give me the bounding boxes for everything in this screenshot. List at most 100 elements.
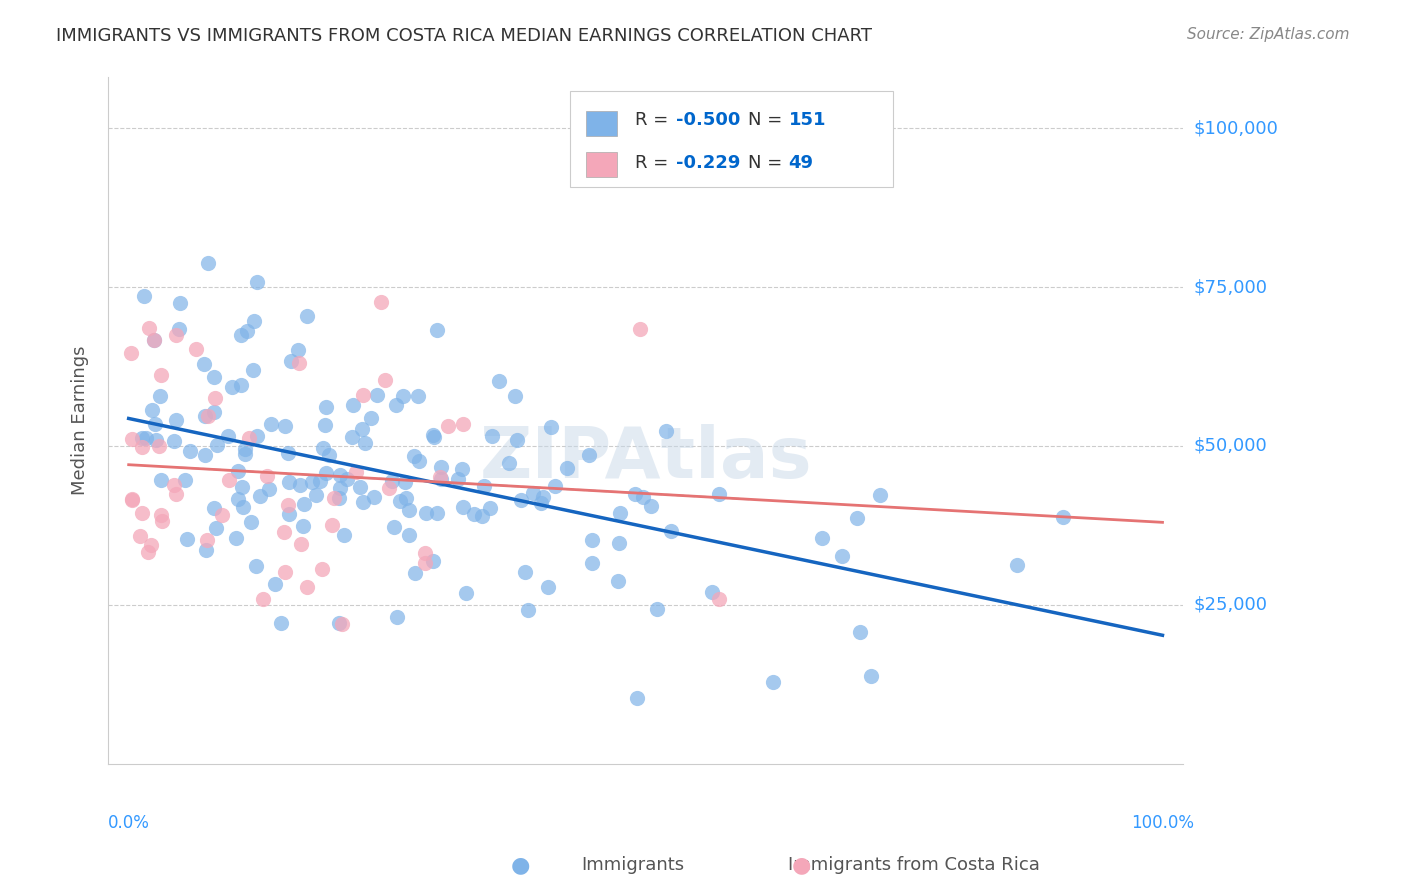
Point [148,439,170,453]
Point [581,533,603,548]
Point [624,486,647,500]
Text: $50,000: $50,000 [1194,437,1267,455]
Point [129,529,152,543]
Point [503,389,526,403]
Point [141,403,163,417]
Point [415,506,437,520]
Point [845,511,868,525]
Point [150,514,173,528]
Point [174,473,197,487]
Point [236,324,259,338]
Point [295,580,318,594]
Text: 49: 49 [789,154,814,172]
Point [323,491,346,505]
Text: N =: N = [748,154,787,172]
Point [134,289,156,303]
Text: $25,000: $25,000 [1194,596,1267,614]
Point [631,490,654,504]
Point [121,491,143,506]
Point [472,479,495,493]
Point [278,475,301,489]
Point [165,412,187,426]
Point [149,508,172,522]
Point [354,436,377,450]
Point [204,391,226,405]
Point [217,429,239,443]
Point [352,422,374,436]
Point [202,370,225,384]
Point [202,405,225,419]
Point [120,346,142,360]
Point [240,515,263,529]
Point [344,465,367,479]
Point [257,482,280,496]
Point [273,524,295,539]
FancyBboxPatch shape [586,111,617,136]
Point [352,495,374,509]
Point [394,475,416,490]
Point [292,497,315,511]
Point [333,528,356,542]
Point [513,565,536,579]
Point [256,469,278,483]
Point [292,518,315,533]
Point [246,275,269,289]
Point [481,429,503,443]
Point [277,498,299,512]
Point [517,602,540,616]
Point [290,537,312,551]
Point [288,478,311,492]
Point [453,500,475,515]
Point [360,411,382,425]
Point [437,419,460,434]
Point [273,566,295,580]
Point [328,615,350,630]
Point [498,456,520,470]
Point [398,527,420,541]
Point [451,462,474,476]
Point [640,499,662,513]
Point [429,470,451,484]
Point [606,574,628,589]
Point [145,417,167,432]
Point [349,480,371,494]
Point [136,544,159,558]
Point [352,388,374,402]
Point [406,389,429,403]
Point [194,448,217,462]
Point [263,576,285,591]
Point [277,446,299,460]
Point [139,538,162,552]
Point [163,434,186,448]
Point [385,610,408,624]
Point [831,549,853,564]
Point [426,322,449,336]
Point [233,447,256,461]
Point [318,448,340,462]
Point [426,506,449,520]
Text: Source: ZipAtlas.com: Source: ZipAtlas.com [1187,27,1350,42]
Point [398,503,420,517]
Point [366,388,388,402]
Point [228,464,250,478]
Point [607,536,630,550]
Point [243,313,266,327]
Point [382,520,405,534]
Text: $100,000: $100,000 [1194,120,1278,137]
Point [225,531,247,545]
Text: Immigrants from Costa Rica: Immigrants from Costa Rica [787,856,1040,874]
Text: -0.500: -0.500 [676,111,740,129]
Point [655,424,678,438]
Point [430,460,453,475]
FancyBboxPatch shape [586,152,617,177]
Point [149,368,172,382]
Point [408,454,430,468]
Point [295,309,318,323]
Text: ZIPAtlas: ZIPAtlas [479,424,811,493]
Point [121,493,143,508]
Point [540,420,562,434]
Point [121,432,143,446]
Point [145,433,167,447]
Point [197,409,219,423]
Point [311,562,333,576]
